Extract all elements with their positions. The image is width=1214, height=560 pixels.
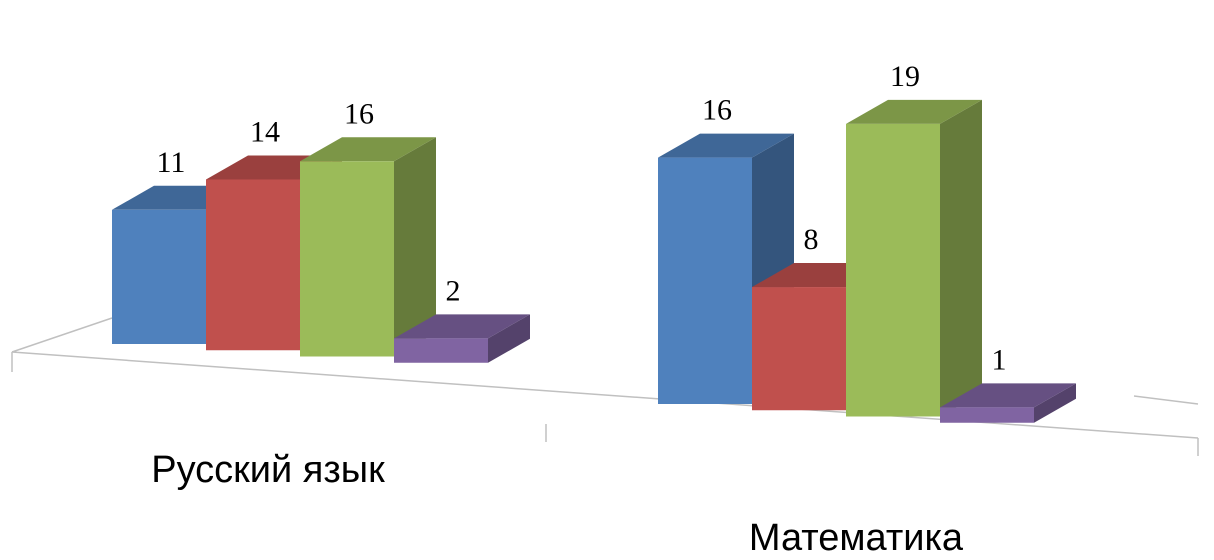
bar-front (658, 157, 752, 404)
floor-left-edge (11, 317, 113, 353)
x-axis-line (11, 351, 1199, 439)
bar-side (1034, 383, 1076, 423)
bar-side (940, 99, 982, 417)
bar-front (300, 161, 394, 357)
data-label: 11 (157, 146, 186, 179)
data-label: 1 (992, 343, 1007, 376)
data-label: 2 (446, 274, 461, 307)
bar-top (394, 314, 530, 339)
bar-front (206, 179, 300, 351)
axis-layer (11, 317, 1199, 456)
data-label: 8 (804, 223, 819, 256)
data-label: 14 (250, 115, 280, 148)
floor-right-edge (1133, 395, 1199, 405)
category-label-математика: Математика (749, 517, 964, 559)
bar-front (752, 287, 846, 411)
bar-математика-4 (940, 383, 1076, 423)
bar-математика-3 (846, 99, 982, 417)
bar-front (112, 209, 206, 344)
bar-side (488, 314, 530, 363)
category-label-русский-язык: Русский язык (151, 449, 385, 491)
data-label: 16 (344, 97, 374, 130)
bar-front (846, 123, 940, 417)
labels-layer: 11 14 16 2 16 8 19 1 Русский язык Математика (151, 60, 1006, 559)
bar-front (940, 407, 1034, 423)
bar-русский-язык-3 (300, 137, 436, 357)
data-label: 16 (702, 94, 732, 127)
data-label: 19 (890, 60, 920, 93)
bar-side (394, 137, 436, 357)
bar-top (658, 133, 794, 158)
bar-top (846, 99, 982, 124)
bar-русский-язык-4 (394, 314, 530, 363)
bar-top (300, 137, 436, 162)
bars-layer (112, 99, 1076, 423)
bar-front (394, 338, 488, 363)
bar-top (940, 383, 1076, 408)
